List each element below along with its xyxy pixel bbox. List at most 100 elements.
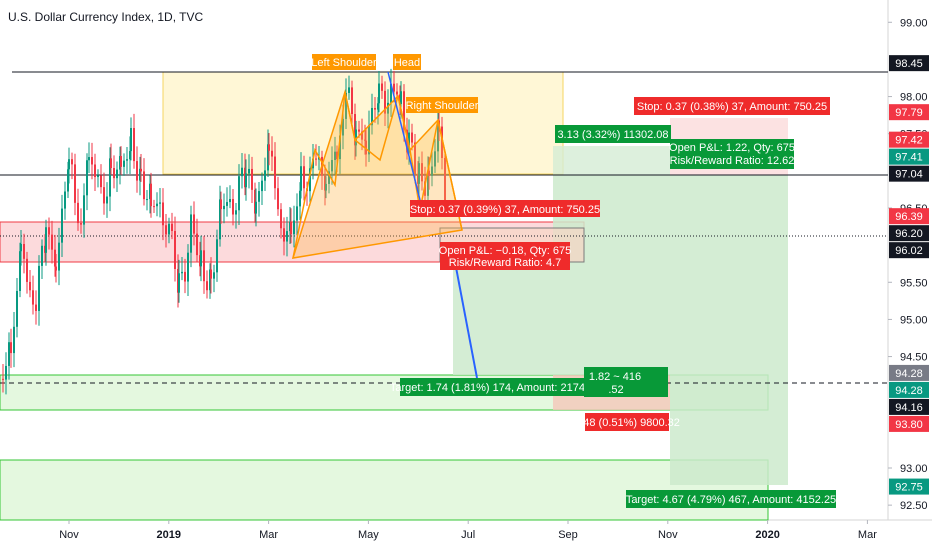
- candle-body: [293, 220, 295, 235]
- price-marker-label: 97.42: [895, 135, 923, 147]
- candle-body: [255, 201, 257, 214]
- candle-body: [396, 91, 398, 95]
- head-and-shoulders-path[interactable]: [292, 91, 463, 259]
- price-marker: [889, 225, 929, 242]
- trend-line-upper[interactable]: [387, 71, 421, 201]
- left-shoulder-label-bg: [312, 54, 376, 70]
- price-marker-label: 97.04: [895, 169, 923, 181]
- y-tick-label: 95.00: [900, 314, 928, 326]
- candle-body: [91, 157, 93, 165]
- short-position-profit-area[interactable]: [453, 262, 553, 375]
- price-marker: [889, 165, 929, 182]
- short-stop-label: Stop: 0.37 (0.39%) 37, Amount: 750.25: [410, 204, 600, 216]
- candle-body: [336, 151, 338, 160]
- short-mid2-label: .52: [608, 384, 623, 396]
- candle-body: [150, 183, 152, 207]
- chart-title: U.S. Dollar Currency Index, 1D, TVC: [8, 10, 204, 24]
- candle-body: [378, 83, 380, 104]
- candle-body: [264, 170, 266, 181]
- candle-body: [209, 269, 211, 291]
- y-tick-label: 95.50: [900, 277, 928, 289]
- candle-body: [364, 139, 366, 141]
- head-label-bg: [393, 54, 421, 70]
- candle-body: [414, 142, 416, 175]
- candle-body: [156, 203, 158, 207]
- candle-body: [377, 103, 379, 110]
- candle-body: [219, 199, 221, 240]
- candle-body: [220, 199, 222, 210]
- candle-body: [437, 120, 439, 152]
- candle-body: [64, 191, 66, 209]
- candle-body: [58, 242, 60, 271]
- candle-body: [41, 245, 43, 266]
- candle-body: [48, 227, 50, 235]
- candle-body: [387, 102, 389, 114]
- short-risk-reward-label: Risk/Reward Ratio: 4.7: [449, 257, 562, 269]
- candle-body: [368, 125, 370, 155]
- candle-body: [331, 159, 333, 172]
- candle-body: [130, 128, 132, 152]
- candle-body: [348, 87, 350, 93]
- long-gain-label-bg: [555, 125, 671, 143]
- candle-body: [129, 151, 131, 160]
- price-axis[interactable]: 99.0098.0097.5096.5095.5095.0094.5093.00…: [888, 17, 928, 512]
- candle-body: [216, 239, 218, 273]
- candle-body: [283, 228, 285, 242]
- candle-body: [315, 158, 317, 160]
- candle-body: [2, 378, 4, 380]
- candle-body: [406, 129, 408, 153]
- candle-body: [334, 151, 336, 160]
- candle-body: [403, 91, 405, 130]
- short-mid-box: [584, 367, 668, 397]
- candle-body: [232, 199, 234, 215]
- long-stop-label-bg: [634, 97, 830, 115]
- candlestick-series[interactable]: [2, 68, 446, 395]
- candle-body: [88, 157, 90, 161]
- candle-body: [254, 189, 256, 214]
- long-position-gain-a[interactable]: [553, 146, 670, 175]
- candle-body: [374, 107, 376, 110]
- candle-body: [8, 342, 10, 366]
- x-tick-label: 2020: [755, 529, 779, 541]
- candle-body: [418, 163, 420, 184]
- price-marker: [889, 104, 929, 121]
- candle-body: [444, 157, 446, 210]
- price-marker: [889, 381, 929, 398]
- candle-body: [67, 169, 69, 192]
- candle-body: [400, 91, 402, 105]
- candle-body: [381, 83, 383, 91]
- short-open-pl-box: [440, 242, 570, 270]
- short-target-label-bg: [400, 378, 584, 396]
- x-tick-label: Nov: [658, 529, 678, 541]
- pattern-zone[interactable]: [162, 71, 564, 175]
- candle-body: [162, 202, 164, 226]
- candle-body: [229, 199, 231, 203]
- price-marker-label: 96.39: [895, 211, 923, 223]
- long-position-profit-extension[interactable]: [670, 375, 788, 485]
- price-marker-label: 98.45: [895, 58, 923, 70]
- candle-body: [384, 90, 386, 114]
- candle-body: [223, 205, 225, 210]
- candle-body: [431, 166, 433, 176]
- candle-body: [51, 234, 53, 250]
- candle-body: [113, 167, 115, 179]
- candle-body: [371, 107, 373, 126]
- candle-body: [196, 233, 198, 256]
- candle-body: [390, 83, 392, 103]
- candle-body: [136, 161, 138, 181]
- candle-body: [74, 164, 76, 203]
- candle-body: [421, 163, 423, 182]
- candle-body: [32, 290, 34, 305]
- time-axis[interactable]: Nov 2019 Mar May Jul Sep Nov 2020 Mar: [59, 520, 877, 541]
- candle-body: [77, 202, 79, 224]
- candle-body: [123, 160, 125, 167]
- price-marker: [889, 148, 929, 165]
- candle-body: [165, 225, 167, 235]
- candle-body: [393, 83, 395, 92]
- candle-body: [324, 175, 326, 191]
- projection-line[interactable]: [454, 261, 478, 379]
- candle-body: [83, 195, 85, 225]
- candle-body: [434, 151, 436, 167]
- price-marker: [889, 208, 929, 225]
